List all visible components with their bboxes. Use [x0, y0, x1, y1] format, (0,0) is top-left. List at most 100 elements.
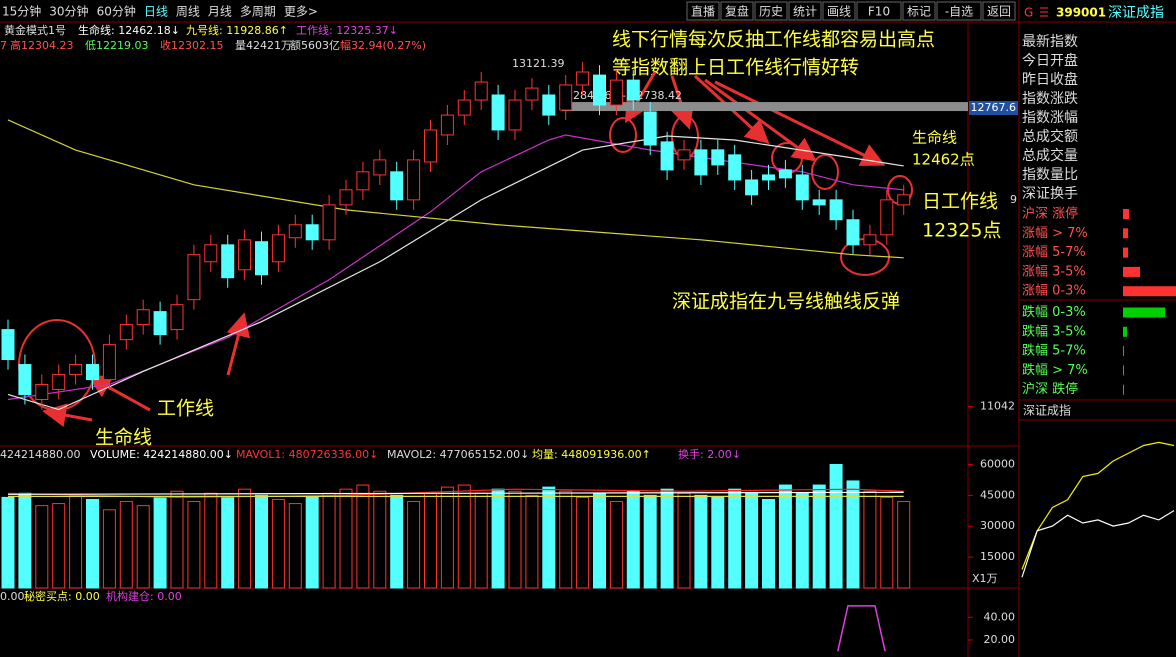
candle-body [609, 79, 623, 106]
breadth-bar [1123, 228, 1128, 239]
button[interactable] [686, 1, 720, 21]
q-high: 高12304.23 [10, 38, 74, 52]
q-range: 幅32.94(0.27%) [340, 39, 426, 52]
q-amt: 额5603亿 [290, 39, 340, 52]
note: 12462点 [912, 151, 975, 169]
price-marker: 12767.6 [971, 101, 1017, 114]
candle-body [457, 99, 471, 116]
button-label[interactable]: 直播 [691, 5, 715, 19]
headline: 线下行情每次反抽工作线都容易出高点 [612, 29, 935, 51]
candle-body [255, 241, 268, 276]
indicator-line [7, 491, 904, 495]
volume-bar [593, 492, 606, 589]
indicator-line [7, 119, 904, 259]
candle-body [525, 87, 539, 101]
period-tab[interactable]: 15分钟 [2, 4, 41, 19]
volume-bar [660, 488, 674, 589]
button[interactable] [720, 1, 754, 21]
volume-bar [474, 492, 488, 589]
stat-label: 今日开盘 [1022, 52, 1078, 69]
candle-body [288, 224, 302, 239]
indicator-line [1021, 441, 1175, 570]
markings [18, 71, 913, 428]
volume-bar [52, 503, 66, 589]
period-tab[interactable]: 月线 [208, 5, 232, 19]
button[interactable] [754, 1, 788, 21]
candle-body [643, 111, 657, 146]
volume-bar [119, 501, 133, 589]
note: 生命线 [912, 129, 957, 147]
candle-body [102, 344, 116, 381]
candle-body [829, 199, 843, 221]
button[interactable] [822, 1, 856, 21]
candle-body [86, 364, 99, 381]
period-tab[interactable]: 周线 [176, 5, 200, 19]
breadth-bar [1123, 286, 1176, 297]
volume-bar [812, 484, 826, 589]
breadth-label: 涨幅 3-5% [1022, 264, 1086, 279]
button[interactable] [788, 1, 822, 21]
button-label[interactable]: 统计 [793, 5, 817, 19]
period-tab[interactable]: 日线 [144, 5, 168, 19]
candle-body [593, 74, 606, 106]
period-tab[interactable]: 多周期 [240, 5, 276, 19]
volume-bar [102, 509, 116, 589]
button[interactable] [936, 1, 982, 21]
stat-label: 指数涨跌 [1022, 91, 1078, 107]
button[interactable] [902, 1, 936, 21]
note: 日工作线 [922, 191, 998, 213]
y-tick-label: 11042 [980, 400, 1015, 413]
ind-work: 工作线: 12325.37↓ [296, 23, 398, 37]
candle-body [153, 311, 167, 336]
candle-body [880, 199, 894, 236]
button[interactable] [856, 1, 902, 21]
breadth-bar [1123, 307, 1165, 318]
volume-bar [525, 494, 539, 589]
candle-body [711, 149, 725, 166]
y-tick-label: 15000 [980, 550, 1015, 563]
button-label[interactable]: 返回 [987, 5, 1011, 19]
menu-icon[interactable] [1040, 7, 1048, 17]
breadth-bar [1123, 326, 1127, 337]
volume-bar [136, 505, 150, 589]
volume-bar [255, 494, 268, 589]
note: 12325点 [922, 220, 1001, 242]
breadth-bar [1123, 247, 1128, 258]
volume-bar [778, 484, 792, 589]
y-tick-label: 20.00 [984, 633, 1016, 646]
candle-body [1, 329, 15, 361]
volume-bar [187, 501, 201, 589]
candle-body [812, 199, 826, 206]
candle-body [52, 374, 66, 390]
candle-body [762, 174, 775, 181]
period-tab[interactable]: 更多> [284, 5, 318, 19]
button-label[interactable]: -自选 [945, 5, 973, 19]
button[interactable] [982, 1, 1016, 21]
volume-bar [457, 484, 471, 589]
button-label[interactable]: 画线 [827, 5, 851, 19]
volume-bar [221, 496, 235, 589]
mavol2: MAVOL2: 477065152.00↓ [387, 448, 529, 461]
candle-body [373, 159, 387, 176]
stat-label: 最新指数 [1022, 34, 1078, 50]
candle-body [795, 174, 809, 201]
period-tab[interactable]: 60分钟 [97, 4, 136, 19]
volume-bar [609, 501, 623, 589]
note: 深证成指在九号线触线反弹 [672, 291, 900, 313]
volume-bar [373, 490, 387, 589]
button-label[interactable]: 历史 [759, 5, 783, 19]
candle-body [897, 194, 911, 206]
candle-body [339, 189, 353, 206]
breadth-bar [1123, 365, 1124, 376]
y-tick-label: 30000 [980, 519, 1015, 532]
stat-label: 指数量比 [1022, 167, 1078, 183]
volume-bar [728, 488, 742, 589]
candle-body [136, 309, 150, 326]
volume-bar [846, 480, 860, 589]
volume-bar [576, 496, 590, 589]
period-tab[interactable]: 30分钟 [49, 4, 88, 19]
button-label[interactable]: F10 [868, 5, 890, 19]
volume-bar [18, 492, 32, 589]
button-label[interactable]: 标记 [907, 5, 931, 19]
button-label[interactable]: 复盘 [725, 4, 749, 19]
